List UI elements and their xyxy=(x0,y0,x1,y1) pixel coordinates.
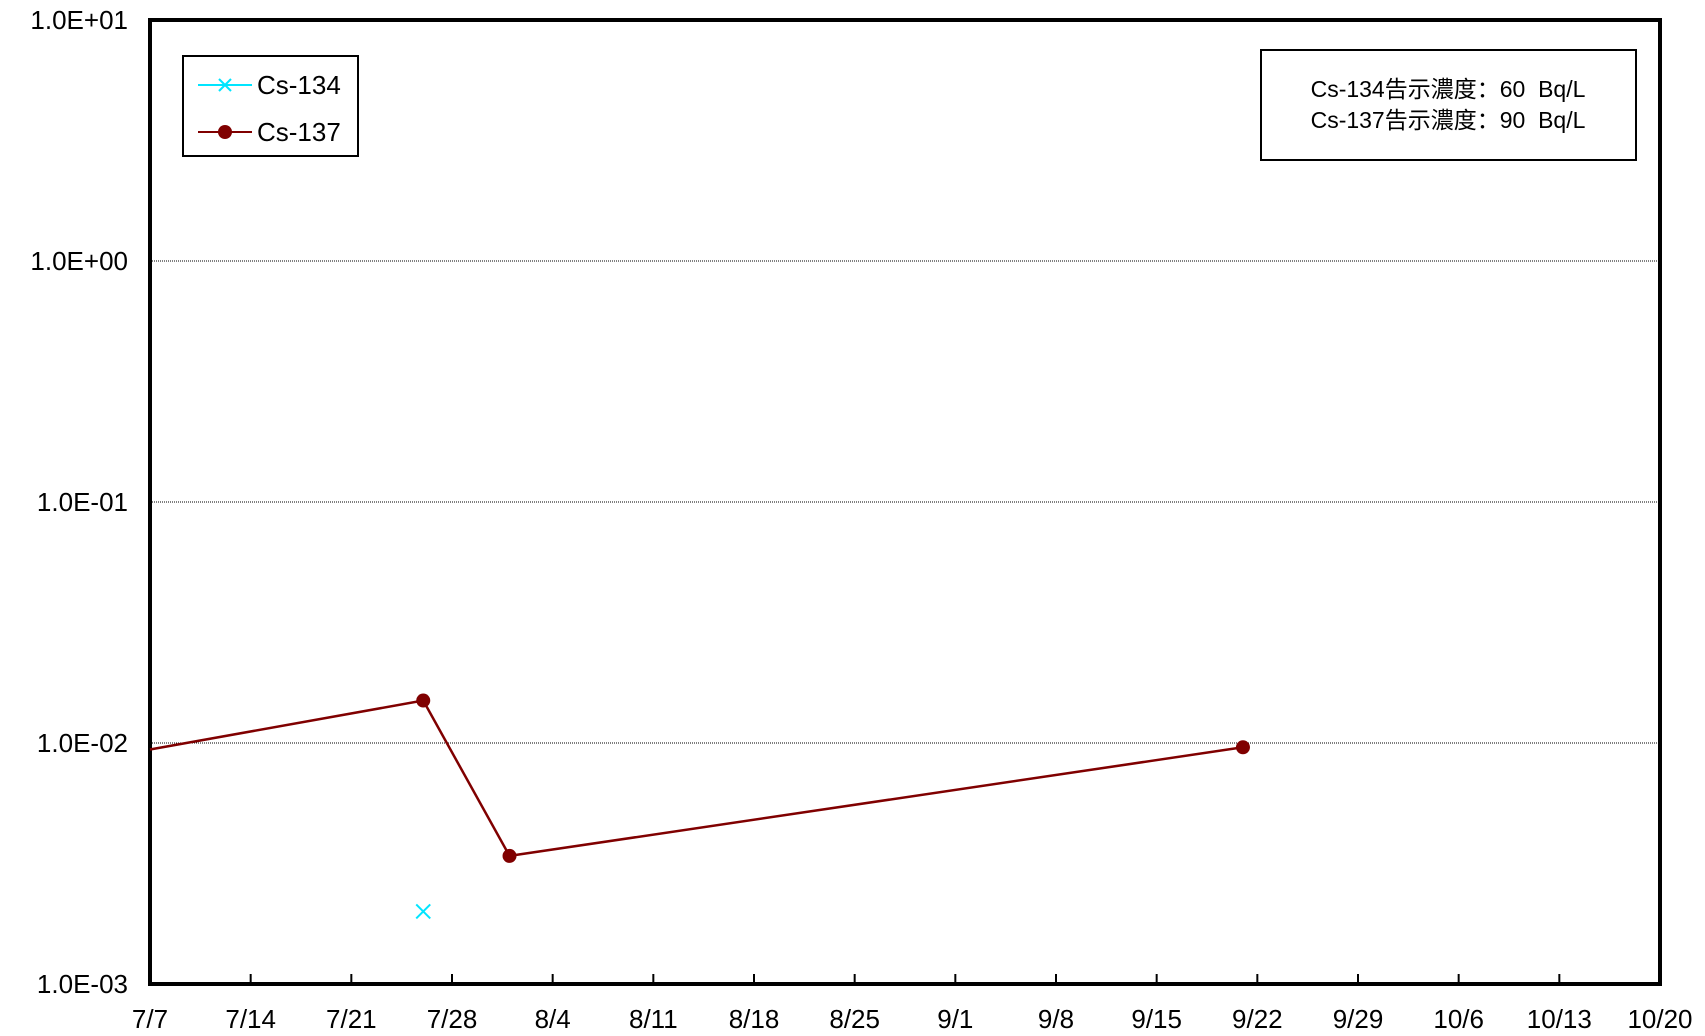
x-tick-label: 8/18 xyxy=(729,1004,780,1034)
series-cs134 xyxy=(415,903,431,920)
legend-label-cs134: Cs-134 xyxy=(257,70,341,100)
legend-marker-cs137 xyxy=(218,125,232,139)
x-tick-label: 8/25 xyxy=(829,1004,880,1034)
x-tick-label: 7/21 xyxy=(326,1004,377,1034)
data-point-cs137 xyxy=(1235,740,1250,755)
x-tick-label: 10/6 xyxy=(1433,1004,1484,1034)
series-cs137 xyxy=(149,693,1250,863)
gridlines xyxy=(150,260,1660,744)
series xyxy=(149,693,1250,920)
x-tick-label: 10/20 xyxy=(1627,1004,1692,1034)
y-tick-labels: 1.0E+01 1.0E+00 1.0E-01 1.0E-02 1.0E-03 xyxy=(30,5,128,999)
legend-marker-cs134 xyxy=(218,78,232,92)
x-tick-label: 9/8 xyxy=(1038,1004,1074,1034)
y-tick-label: 1.0E-01 xyxy=(37,487,128,517)
y-tick-label: 1.0E-03 xyxy=(37,969,128,999)
y-tick-label: 1.0E+00 xyxy=(30,246,128,276)
note-line-cs134: Cs-134告示濃度：60 Bq/L xyxy=(1311,76,1586,102)
x-tick-label: 7/14 xyxy=(225,1004,276,1034)
concentration-note: Cs-134告示濃度：60 Bq/L Cs-137告示濃度：90 Bq/L xyxy=(1260,49,1637,161)
data-point-cs137 xyxy=(502,848,517,863)
y-tick-label: 1.0E-02 xyxy=(37,728,128,758)
x-tick-label: 7/7 xyxy=(132,1004,168,1034)
x-tick-label: 10/13 xyxy=(1527,1004,1592,1034)
plot-frame xyxy=(148,18,1662,986)
x-tick-label: 9/1 xyxy=(937,1004,973,1034)
note-line-cs137: Cs-137告示濃度：90 Bq/L xyxy=(1311,107,1586,133)
legend: Cs-134 Cs-137 xyxy=(182,55,359,157)
y-tick-label: 1.0E+01 xyxy=(30,5,128,35)
data-point-cs137 xyxy=(416,693,431,708)
x-tick-label: 9/29 xyxy=(1333,1004,1384,1034)
data-point-cs134 xyxy=(415,903,431,920)
x-tick-label: 9/22 xyxy=(1232,1004,1283,1034)
legend-box xyxy=(182,55,359,157)
series-line-cs137 xyxy=(149,699,1244,858)
x-tick-labels: 7/7 7/14 7/21 7/28 8/4 8/11 8/18 8/25 9/1 9/8 9/15… xyxy=(132,1004,1693,1034)
note-box xyxy=(1260,49,1637,161)
legend-label-cs137: Cs-137 xyxy=(257,117,341,147)
x-tick-label: 9/15 xyxy=(1131,1004,1182,1034)
x-tick-label: 8/11 xyxy=(629,1004,678,1034)
x-tick-label: 8/4 xyxy=(535,1004,571,1034)
x-tick-label: 7/28 xyxy=(427,1004,478,1034)
